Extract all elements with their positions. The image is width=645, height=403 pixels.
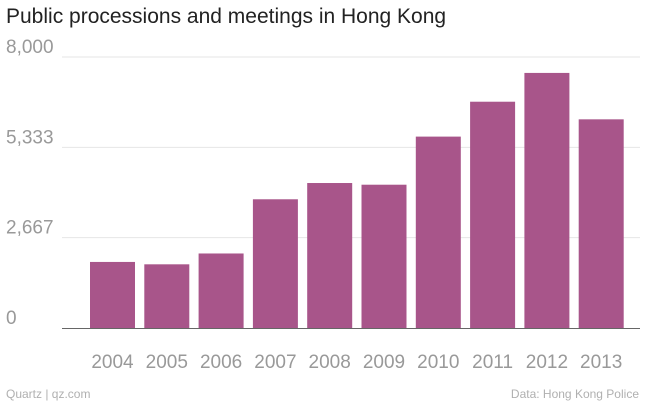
bar-2011 [470, 101, 516, 328]
bar-2010 [415, 136, 461, 328]
footer-credit: Quartz | qz.com [6, 387, 91, 401]
bar-2013 [578, 119, 624, 328]
chart-title: Public processions and meetings in Hong … [6, 5, 447, 28]
x-tick-label-2012: 2012 [526, 352, 568, 373]
bar-2005 [144, 264, 190, 328]
x-tick-label-2011: 2011 [472, 352, 513, 373]
y-axis-labels: 0 2,667 5,333 8,000 [6, 37, 54, 329]
x-tick-label-2010: 2010 [417, 352, 459, 373]
bar-2007 [252, 199, 298, 328]
bars [90, 72, 624, 328]
x-tick-label-2009: 2009 [363, 352, 405, 373]
bar-2012 [524, 72, 570, 328]
x-tick-label-2005: 2005 [146, 352, 188, 373]
y-tick-label: 8,000 [6, 37, 54, 58]
x-tick-label-2008: 2008 [309, 352, 351, 373]
x-tick-label-2006: 2006 [200, 352, 242, 373]
x-tick-label-2007: 2007 [254, 352, 296, 373]
y-tick-label: 0 [6, 308, 17, 329]
y-tick-label: 5,333 [6, 127, 54, 148]
bar-2008 [307, 183, 353, 328]
footer-data-source: Data: Hong Kong Police [510, 387, 639, 401]
x-tick-label-2004: 2004 [91, 352, 134, 373]
bar-2009 [361, 184, 407, 328]
x-tick-label-2013: 2013 [580, 352, 622, 373]
x-axis-labels: 2004 2005 2006 2007 2008 2009 2010 2011 2012 2013 [91, 352, 622, 373]
y-tick-label: 2,667 [6, 218, 54, 239]
bar-2006 [198, 253, 244, 328]
bar-2004 [90, 261, 135, 328]
